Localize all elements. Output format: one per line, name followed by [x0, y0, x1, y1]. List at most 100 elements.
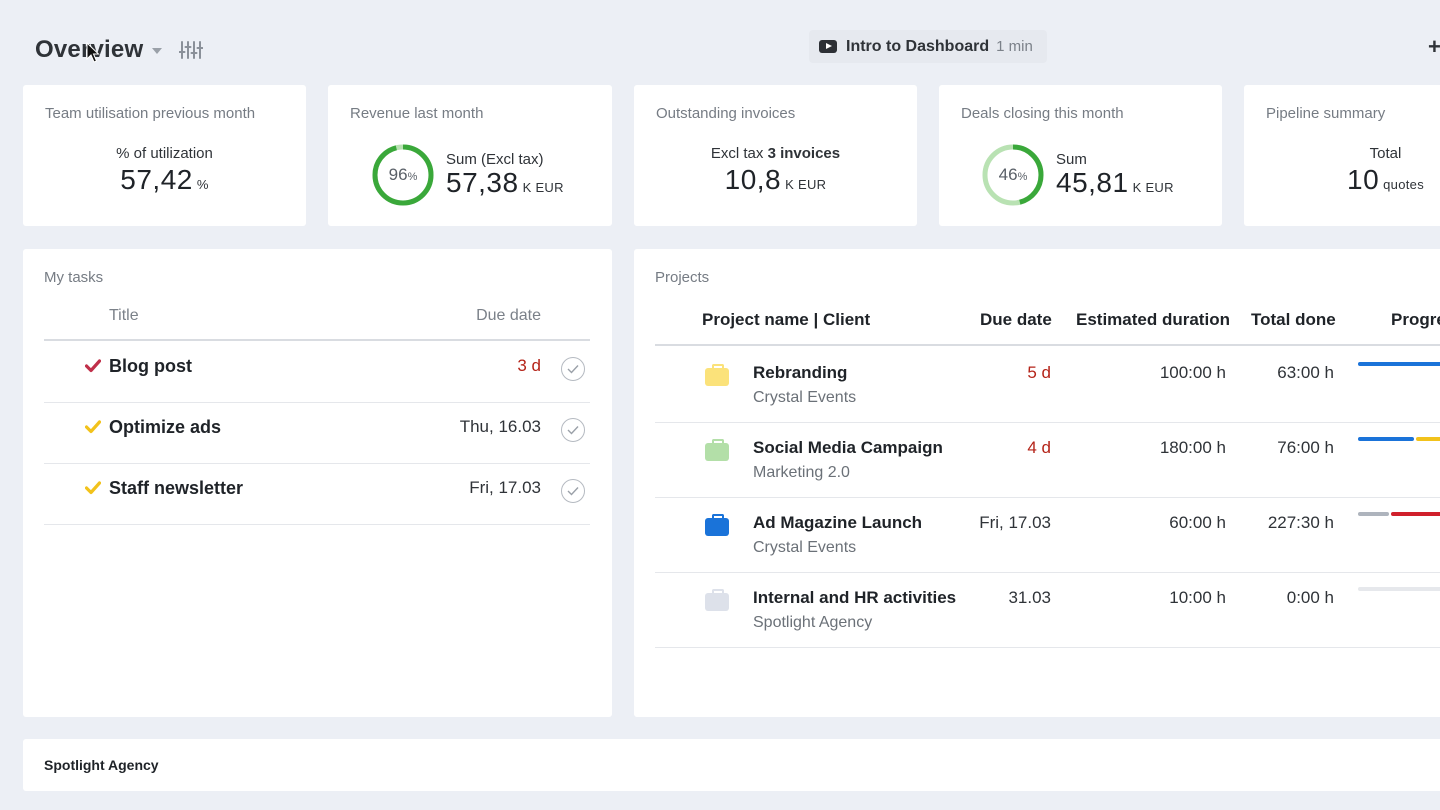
task-row[interactable]: Staff newsletter Fri, 17.03	[44, 464, 590, 525]
progress-segment	[1358, 437, 1414, 441]
project-client: Crystal Events	[753, 389, 857, 406]
project-due-date: 4 d	[1027, 438, 1051, 457]
tasks-table-header: Title Due date	[44, 307, 590, 341]
project-name[interactable]: Ad Magazine Launch	[753, 513, 923, 532]
project-name[interactable]: Social Media Campaign	[753, 438, 943, 457]
briefcase-icon	[705, 514, 729, 536]
kpi-number: 10,8	[724, 164, 782, 195]
progress-bar	[1358, 437, 1440, 441]
complete-task-button[interactable]	[561, 479, 585, 503]
kpi-card-revenue[interactable]: Revenue last month 96% Sum (Excl tax) 57…	[328, 85, 612, 226]
kpi-sub-prefix: Excl tax	[710, 145, 764, 162]
intro-label: Intro to Dashboard	[846, 37, 990, 55]
column-header-progress[interactable]: Progre	[1391, 310, 1440, 329]
tasks-panel: My tasks Title Due date Blog post 3 d Opti…	[23, 249, 612, 717]
briefcase-icon	[705, 364, 729, 386]
add-widget-icon[interactable]: +	[1428, 34, 1440, 59]
kpi-unit: quotes	[1383, 177, 1424, 192]
task-name[interactable]: Optimize ads	[109, 417, 222, 437]
project-name[interactable]: Rebranding	[753, 363, 848, 382]
progress-segment	[1391, 512, 1440, 516]
column-header-project[interactable]: Project name | Client	[702, 310, 871, 329]
progress-bar	[1358, 587, 1440, 591]
kpi-value: 45,81 K EUR	[1056, 167, 1174, 199]
panel-title: My tasks	[44, 269, 104, 286]
task-row[interactable]: Optimize ads Thu, 16.03	[44, 403, 590, 464]
project-name[interactable]: Internal and HR activities	[753, 588, 957, 607]
column-header-due-date[interactable]: Due date	[980, 310, 1052, 329]
task-due-date: Thu, 16.03	[459, 417, 541, 436]
project-row[interactable]: Internal and HR activities Spotlight Agen…	[655, 573, 1440, 648]
project-estimated-duration: 180:00 h	[1159, 438, 1226, 457]
complete-task-button[interactable]	[561, 418, 585, 442]
project-row[interactable]: Social Media Campaign Marketing 2.0 4 d 180…	[655, 423, 1440, 498]
project-estimated-duration: 10:00 h	[1169, 588, 1226, 607]
task-row[interactable]: Blog post 3 d	[44, 342, 590, 403]
kpi-ring-text: Sum 45,81 K EUR	[1056, 151, 1174, 199]
project-row[interactable]: Rebranding Crystal Events 5 d 100:00 h 63:00…	[655, 348, 1440, 423]
kpi-sub: % of utilization	[116, 145, 213, 162]
progress-bar	[1358, 512, 1440, 516]
kpi-card-deals[interactable]: Deals closing this month 46% Sum 45,81 K …	[939, 85, 1222, 226]
ring-percent: 96	[388, 165, 408, 184]
ring-suffix: %	[407, 170, 418, 183]
projects-panel: Projects Project name | Client Due date …	[634, 249, 1440, 717]
project-due-date: 31.03	[1008, 588, 1051, 607]
task-name[interactable]: Staff newsletter	[109, 478, 244, 498]
kpi-sub: Sum	[1056, 151, 1087, 168]
sliders-icon[interactable]	[179, 40, 204, 60]
kpi-number: 45,81	[1056, 167, 1129, 198]
kpi-title: Revenue last month	[350, 105, 484, 122]
ring-suffix: %	[1017, 170, 1028, 183]
kpi-sub: Excl tax 3 invoices	[634, 145, 917, 162]
intro-video-button[interactable]: Intro to Dashboard 1 min	[809, 30, 1047, 63]
kpi-number: 10	[1347, 164, 1380, 195]
checkmark-icon	[567, 426, 579, 435]
project-client: Crystal Events	[753, 539, 857, 556]
intro-duration: 1 min	[996, 38, 1033, 55]
kpi-card-utilisation[interactable]: Team utilisation previous month % of uti…	[23, 85, 306, 226]
kpi-value: 57,38 K EUR	[446, 167, 564, 199]
kpi-sub: Total	[1369, 145, 1402, 162]
kpi-card-pipeline[interactable]: Pipeline summary Total 10 quotes	[1244, 85, 1440, 226]
project-total-done: 0:00 h	[1286, 588, 1334, 607]
kpi-value: 57,42%	[23, 164, 306, 196]
kpi-ring-text: Sum (Excl tax) 57,38 K EUR	[446, 151, 564, 199]
project-row[interactable]: Ad Magazine Launch Crystal Events Fri, 17.…	[655, 498, 1440, 573]
mouse-cursor-icon	[86, 42, 100, 63]
complete-task-button[interactable]	[561, 357, 585, 381]
kpi-unit: K EUR	[522, 180, 564, 195]
briefcase-icon	[705, 589, 729, 611]
progress-segment	[1358, 512, 1389, 516]
column-header-title[interactable]: Title	[109, 307, 139, 324]
column-header-due-date[interactable]: Due date	[476, 307, 541, 324]
priority-check-icon	[85, 359, 101, 373]
kpi-card-invoices[interactable]: Outstanding invoices Excl tax 3 invoices…	[634, 85, 917, 226]
chevron-down-icon[interactable]	[152, 48, 163, 54]
column-header-estimated[interactable]: Estimated duration	[1076, 310, 1230, 329]
progress-segment	[1416, 437, 1440, 441]
deals-progress-ring: 46%	[981, 143, 1045, 207]
kpi-sub: Sum (Excl tax)	[446, 151, 544, 168]
dashboard-selector[interactable]: Overview	[35, 36, 204, 64]
kpi-unit: K EUR	[1132, 180, 1174, 195]
task-name[interactable]: Blog post	[109, 356, 192, 376]
task-due-date: Fri, 17.03	[469, 478, 541, 497]
kpi-title: Team utilisation previous month	[45, 105, 256, 122]
kpi-number: 57,42	[120, 164, 193, 195]
kpi-unit: K EUR	[785, 177, 827, 192]
kpi-value: 10,8 K EUR	[634, 164, 917, 196]
kpi-center: % of utilization 57,42%	[23, 145, 306, 196]
kpi-ring-block: 46% Sum 45,81 K EUR	[981, 143, 1174, 207]
kpi-center: Total 10 quotes	[1244, 145, 1440, 196]
checkmark-icon	[567, 487, 579, 496]
kpi-value: 10 quotes	[1244, 164, 1440, 196]
top-bar: Overview Intro to Dashboard 1 min +	[0, 0, 1440, 80]
kpi-title: Outstanding invoices	[656, 105, 796, 122]
kpi-title: Pipeline summary	[1266, 105, 1386, 122]
panel-title: Projects	[655, 269, 710, 286]
column-header-total-done[interactable]: Total done	[1251, 310, 1336, 329]
footer-label: Spotlight Agency	[44, 757, 159, 773]
project-total-done: 76:00 h	[1277, 438, 1334, 457]
priority-check-icon	[85, 420, 101, 434]
